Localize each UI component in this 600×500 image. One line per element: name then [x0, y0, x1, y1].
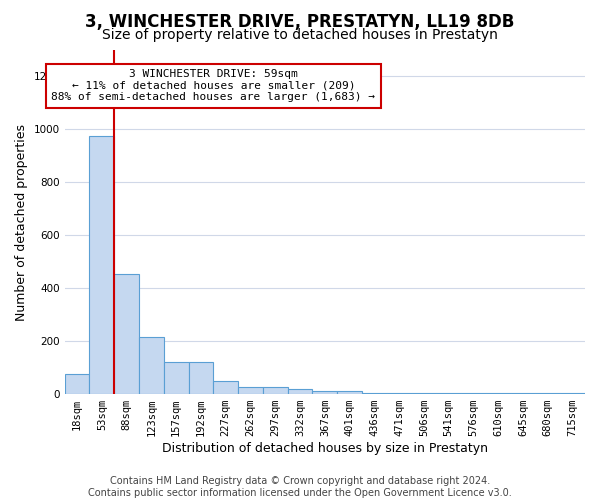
Bar — [337, 392, 362, 394]
Y-axis label: Number of detached properties: Number of detached properties — [15, 124, 28, 320]
Bar — [511, 393, 535, 394]
Text: 3, WINCHESTER DRIVE, PRESTATYN, LL19 8DB: 3, WINCHESTER DRIVE, PRESTATYN, LL19 8DB — [85, 12, 515, 30]
Bar — [164, 362, 188, 394]
Bar — [114, 274, 139, 394]
Bar — [461, 393, 486, 394]
Text: 3 WINCHESTER DRIVE: 59sqm
← 11% of detached houses are smaller (209)
88% of semi: 3 WINCHESTER DRIVE: 59sqm ← 11% of detac… — [52, 69, 376, 102]
Bar — [436, 393, 461, 394]
Bar — [313, 392, 337, 394]
Bar — [139, 337, 164, 394]
Bar — [387, 393, 412, 394]
Bar — [362, 393, 387, 394]
Bar — [263, 388, 287, 394]
Bar — [287, 389, 313, 394]
Text: Size of property relative to detached houses in Prestatyn: Size of property relative to detached ho… — [102, 28, 498, 42]
Bar — [89, 136, 114, 394]
Bar — [535, 393, 560, 394]
Text: Contains HM Land Registry data © Crown copyright and database right 2024.
Contai: Contains HM Land Registry data © Crown c… — [88, 476, 512, 498]
Bar — [560, 393, 585, 394]
Bar — [486, 393, 511, 394]
Bar — [238, 388, 263, 394]
Bar — [214, 381, 238, 394]
Bar — [412, 393, 436, 394]
X-axis label: Distribution of detached houses by size in Prestatyn: Distribution of detached houses by size … — [162, 442, 488, 455]
Bar — [188, 362, 214, 394]
Bar — [65, 374, 89, 394]
